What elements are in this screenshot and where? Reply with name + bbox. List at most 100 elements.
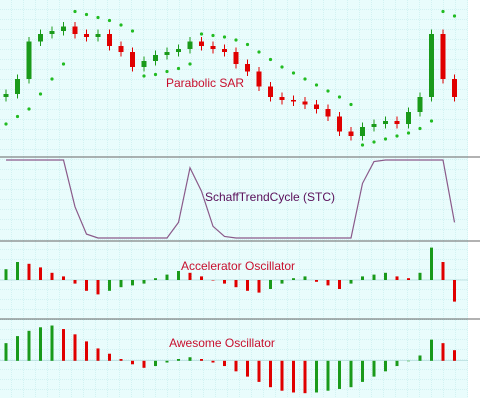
- candle-body: [360, 127, 365, 136]
- histogram-bar: [338, 280, 341, 289]
- candle-body: [15, 79, 20, 94]
- histogram-bar: [73, 280, 77, 284]
- candle-body: [383, 121, 388, 124]
- histogram-bar: [50, 272, 54, 280]
- histogram-bar: [27, 330, 31, 361]
- indicator-title: SchaffTrendCycle (STC): [205, 190, 335, 204]
- histogram-bar: [326, 360, 330, 391]
- candle-body: [337, 116, 342, 132]
- candle-body: [440, 34, 446, 79]
- histogram-bar: [280, 280, 284, 284]
- sar-dot: [452, 14, 457, 18]
- sar-dot: [96, 15, 100, 20]
- histogram-bar: [119, 280, 123, 288]
- time-axis: [0, 398, 480, 407]
- histogram-bar: [257, 280, 261, 293]
- candle-body: [394, 121, 400, 124]
- sar-dot: [50, 77, 54, 81]
- histogram-bar: [303, 276, 307, 280]
- histogram-bar: [395, 360, 399, 367]
- candle-body: [291, 100, 296, 102]
- candle-body: [3, 94, 9, 97]
- sar-dot: [73, 9, 77, 14]
- histogram-bar: [372, 360, 376, 377]
- candle-body: [371, 124, 377, 127]
- histogram-bar: [223, 360, 226, 367]
- histogram-bar: [96, 280, 100, 295]
- candle-body: [302, 101, 308, 105]
- candle-body: [348, 131, 354, 136]
- candle-body: [164, 52, 170, 55]
- sar-dot: [314, 83, 319, 87]
- sar-dot: [360, 143, 365, 147]
- sar-dot: [245, 42, 250, 47]
- candle-body: [245, 64, 250, 72]
- histogram-bar: [108, 280, 111, 291]
- histogram-bar: [131, 280, 134, 286]
- histogram-bar: [315, 360, 318, 393]
- histogram-bar: [177, 359, 180, 361]
- histogram-bar: [62, 276, 65, 280]
- stc-line: [6, 159, 456, 239]
- price-axis: [468, 0, 480, 407]
- histogram-bar: [223, 280, 226, 284]
- candle-body: [84, 34, 89, 37]
- histogram-bar: [16, 262, 19, 280]
- candle-body: [268, 86, 273, 97]
- grid: [0, 0, 468, 398]
- histogram-bar: [257, 360, 261, 382]
- histogram-bar: [384, 272, 387, 280]
- histogram-bar: [269, 360, 272, 388]
- sar-dot: [119, 23, 123, 27]
- sar-dot: [268, 57, 273, 62]
- histogram-bar: [349, 280, 353, 284]
- candle-body: [452, 79, 457, 97]
- sar-dot: [222, 35, 227, 39]
- histogram-bar: [4, 343, 8, 361]
- sar-dot: [165, 69, 169, 74]
- histogram-bar: [131, 360, 134, 365]
- histogram-bar: [96, 348, 100, 361]
- histogram-bar: [62, 329, 65, 361]
- sar-dot: [130, 29, 135, 33]
- candle-body: [325, 109, 331, 117]
- histogram-bar: [361, 360, 364, 382]
- histogram-bar: [326, 280, 330, 286]
- sar-dot: [257, 50, 261, 54]
- sar-dot: [176, 66, 181, 71]
- candle-body: [49, 31, 55, 34]
- histogram-bar: [280, 360, 284, 391]
- histogram-bar: [154, 278, 157, 280]
- histogram-bar: [142, 360, 146, 368]
- candle-body: [38, 34, 43, 42]
- candle-body: [279, 97, 285, 100]
- sar-dot: [15, 114, 20, 119]
- sar-dot: [326, 89, 330, 93]
- histogram-bar: [85, 280, 88, 291]
- sar-dot: [441, 9, 445, 14]
- histogram-bar: [27, 263, 31, 280]
- sar-dot: [349, 102, 353, 107]
- histogram-bar: [50, 325, 54, 361]
- histogram-bar: [407, 278, 410, 280]
- sar-dot: [429, 119, 434, 123]
- histogram-bar: [418, 355, 422, 361]
- candle-body: [256, 71, 262, 87]
- histogram-bar: [4, 269, 8, 280]
- candle-body: [233, 52, 239, 64]
- histogram-bar: [85, 341, 88, 361]
- candle-body: [118, 46, 124, 52]
- sar-dot: [107, 18, 112, 23]
- histogram-bar: [16, 336, 19, 361]
- sar-dot: [383, 137, 388, 141]
- sar-dot: [84, 12, 89, 17]
- candle-body: [153, 55, 158, 61]
- histogram-bar: [142, 280, 146, 284]
- histogram-bar: [119, 359, 123, 361]
- histogram-bar: [418, 272, 422, 280]
- histogram-bar: [395, 276, 399, 280]
- candle-body: [141, 61, 147, 67]
- candle-body: [429, 34, 434, 97]
- histogram-bar: [269, 280, 272, 289]
